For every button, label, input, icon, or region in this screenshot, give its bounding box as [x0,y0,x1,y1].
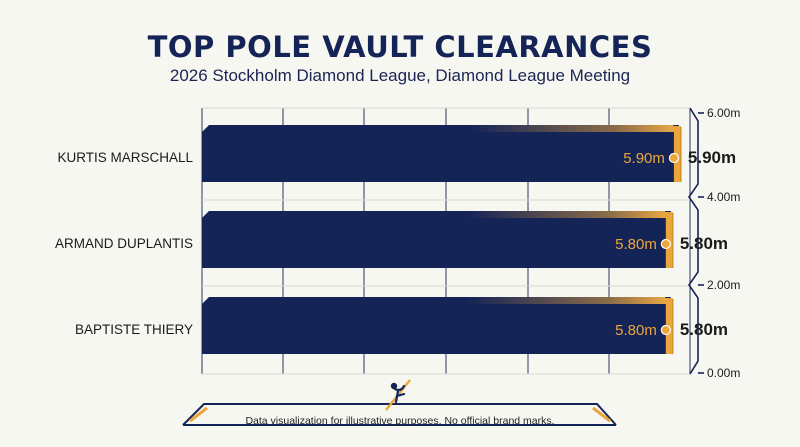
pole-vaulter-icon [385,379,411,411]
bar-end-highlight [673,126,681,182]
chart-subtitle: 2026 Stockholm Diamond League, Diamond L… [169,66,631,85]
bar-top-glow [359,297,671,304]
category-label: ARMAND DUPLANTIS [55,236,193,251]
category-label: KURTIS MARSCHALL [57,150,193,165]
bar-value-label: 5.80m [615,236,657,253]
bar-end-highlight [665,298,673,354]
axis-tick-label: 6.00m [707,106,740,120]
bar-value-label-bold: 5.90m [688,148,736,167]
bar-value-label-bold: 5.80m [680,234,728,253]
bar [202,304,671,354]
bar-value-label: 5.80m [615,322,657,339]
bar-value-label: 5.90m [623,150,665,167]
chart-title: TOP POLE VAULT CLEARANCES [147,30,653,64]
category-label: BAPTISTE THIERY [75,322,193,337]
right-axis: 6.00m 4.00m 2.00m 0.00m [688,106,740,380]
axis-tick-label: 0.00m [707,366,740,380]
bar-row: BAPTISTE THIERY 5.80m 5.80m [75,297,728,354]
bar-value-label-bold: 5.80m [680,320,728,339]
bar-top-glow [359,125,679,132]
axis-line [688,107,699,375]
bar-end-highlight [665,212,673,268]
bar-row: ARMAND DUPLANTIS 5.80m 5.80m [55,211,728,268]
bar [202,218,671,268]
bar-marker-dot [660,324,671,336]
axis-tick-label: 2.00m [707,278,740,292]
footnote: Data visualization for illustrative purp… [245,415,555,427]
bar-top-glow [359,211,671,218]
bar-marker-dot [660,238,671,250]
footer-decoration [182,403,617,426]
bar-row: KURTIS MARSCHALL 5.90m 5.90m [57,125,736,182]
axis-tick-label: 4.00m [707,190,740,204]
bar-marker-dot [668,152,680,164]
bars-group: KURTIS MARSCHALL 5.90m 5.90m ARMAND DUPLANT… [55,125,736,354]
bar [202,132,679,182]
